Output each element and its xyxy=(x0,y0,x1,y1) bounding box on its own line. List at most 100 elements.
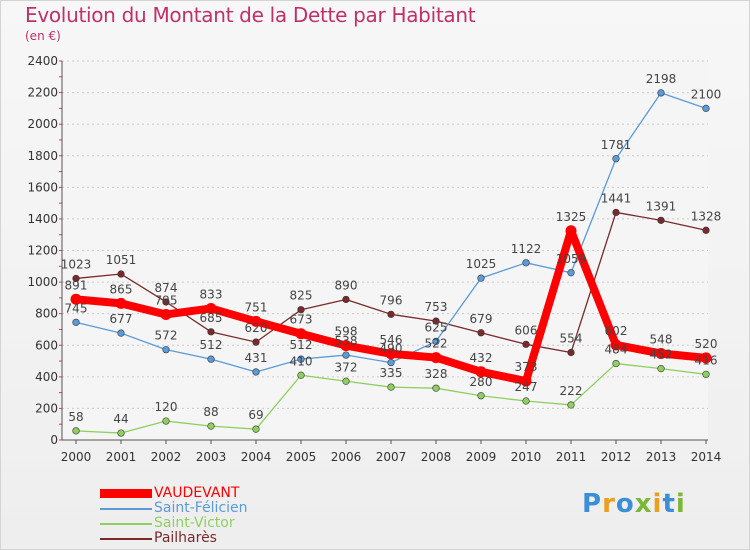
data-label-pailhar-s: 606 xyxy=(515,323,538,337)
data-label-vaudevant: 795 xyxy=(155,293,178,307)
data-point-saint-f-licien xyxy=(702,104,710,112)
data-label-saint-victor: 452 xyxy=(650,348,673,362)
data-label-vaudevant: 1325 xyxy=(556,210,587,224)
data-point-saint-f-licien xyxy=(432,337,440,345)
data-point-vaudevant xyxy=(430,352,442,364)
data-label-vaudevant: 602 xyxy=(605,324,628,338)
logo-letter: x xyxy=(634,489,653,519)
data-label-vaudevant: 891 xyxy=(65,278,88,292)
logo-letter: o xyxy=(615,489,635,519)
data-point-pailhar-s xyxy=(702,226,710,234)
y-tick-label: 2400 xyxy=(27,54,58,68)
data-point-pailhar-s xyxy=(522,340,530,348)
data-point-vaudevant xyxy=(385,348,397,360)
data-point-saint-f-licien xyxy=(522,259,530,267)
data-label-vaudevant: 751 xyxy=(245,300,268,314)
data-label-vaudevant: 548 xyxy=(650,332,673,346)
data-label-saint-f-licien: 2198 xyxy=(646,72,677,86)
data-point-saint-victor xyxy=(612,359,620,368)
data-point-vaudevant xyxy=(520,375,532,387)
data-label-pailhar-s: 1328 xyxy=(691,209,722,223)
x-tick-label: 2013 xyxy=(646,450,677,464)
x-tick-label: 2001 xyxy=(106,450,137,464)
data-point-vaudevant xyxy=(565,225,577,237)
logo-letter: r xyxy=(602,489,616,519)
data-label-vaudevant: 432 xyxy=(470,351,493,365)
data-label-saint-f-licien: 677 xyxy=(110,312,133,326)
data-point-pailhar-s xyxy=(387,310,395,318)
data-label-pailhar-s: 753 xyxy=(425,300,448,314)
data-label-vaudevant: 833 xyxy=(200,287,223,301)
data-point-saint-victor xyxy=(297,371,305,379)
data-point-pailhar-s xyxy=(657,216,665,224)
data-point-saint-victor xyxy=(387,383,395,391)
legend-swatch xyxy=(100,538,152,540)
data-point-pailhar-s xyxy=(162,298,170,306)
data-label-saint-victor: 44 xyxy=(113,412,128,426)
data-point-saint-f-licien xyxy=(162,346,170,354)
data-point-pailhar-s xyxy=(252,338,260,346)
y-tick-label: 600 xyxy=(35,338,58,352)
legend-label: Saint-Victor xyxy=(154,515,235,531)
data-point-saint-victor xyxy=(432,384,440,392)
x-tick-label: 2011 xyxy=(556,450,587,464)
proxiti-logo: Proxiti xyxy=(582,489,686,519)
data-label-pailhar-s: 874 xyxy=(155,281,178,295)
data-point-saint-f-licien xyxy=(72,318,80,326)
data-point-saint-victor xyxy=(162,417,170,425)
data-point-saint-victor xyxy=(342,377,350,385)
data-label-vaudevant: 865 xyxy=(110,282,133,296)
y-tick-label: 2000 xyxy=(27,117,58,131)
x-tick-label: 2009 xyxy=(466,450,497,464)
data-label-saint-victor: 372 xyxy=(335,360,358,374)
data-label-saint-victor: 58 xyxy=(68,410,83,424)
data-label-saint-victor: 247 xyxy=(515,380,538,394)
x-tick-label: 2002 xyxy=(151,450,182,464)
chart-subtitle: (en €) xyxy=(25,29,61,43)
data-point-pailhar-s xyxy=(612,208,620,217)
data-point-saint-victor xyxy=(567,401,575,409)
data-label-saint-f-licien: 512 xyxy=(200,338,223,352)
x-tick-label: 2006 xyxy=(331,450,362,464)
data-point-saint-f-licien xyxy=(297,355,305,363)
data-point-saint-f-licien xyxy=(117,329,125,337)
data-label-pailhar-s: 825 xyxy=(290,289,313,303)
data-label-saint-f-licien: 745 xyxy=(65,301,88,315)
y-tick-label: 200 xyxy=(35,401,58,415)
data-point-saint-victor xyxy=(477,392,485,400)
chart-title: Evolution du Montant de la Dette par Hab… xyxy=(25,3,476,27)
data-point-vaudevant xyxy=(700,352,712,364)
plot-area xyxy=(62,61,708,440)
data-point-vaudevant xyxy=(610,339,622,351)
y-tick-label: 1800 xyxy=(27,149,58,163)
legend-label: Pailharès xyxy=(154,530,217,546)
x-tick-label: 2008 xyxy=(421,450,452,464)
data-point-saint-f-licien xyxy=(342,351,350,359)
data-label-pailhar-s: 1023 xyxy=(61,257,92,271)
data-label-saint-victor: 69 xyxy=(248,408,263,422)
data-point-pailhar-s xyxy=(432,317,440,325)
data-point-vaudevant xyxy=(70,293,82,305)
data-point-saint-victor xyxy=(72,427,80,435)
data-label-pailhar-s: 620 xyxy=(245,321,268,335)
legend-swatch xyxy=(100,489,152,498)
data-point-saint-victor xyxy=(252,425,260,433)
data-label-vaudevant: 598 xyxy=(335,325,358,339)
x-tick-label: 2000 xyxy=(61,450,92,464)
legend-label: VAUDEVANT xyxy=(154,485,240,501)
data-label-saint-victor: 335 xyxy=(380,366,403,380)
x-tick-label: 2012 xyxy=(601,450,632,464)
data-point-saint-victor xyxy=(522,397,530,405)
data-point-vaudevant xyxy=(475,366,487,378)
data-point-saint-f-licien xyxy=(252,368,260,376)
data-point-saint-f-licien xyxy=(612,155,620,163)
data-label-saint-victor: 280 xyxy=(470,375,493,389)
data-point-vaudevant xyxy=(205,302,217,314)
data-point-vaudevant xyxy=(250,315,262,327)
data-label-saint-f-licien: 512 xyxy=(290,338,313,352)
data-point-pailhar-s xyxy=(567,348,575,357)
legend-swatch xyxy=(100,523,152,525)
data-label-vaudevant: 522 xyxy=(425,337,448,351)
y-tick-label: 1200 xyxy=(27,244,58,258)
